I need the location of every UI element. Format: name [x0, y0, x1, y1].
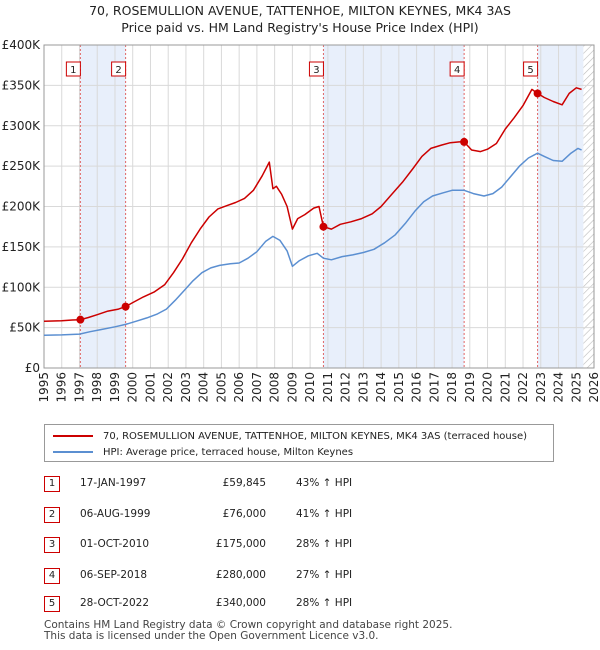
sale-number-box [65, 61, 81, 77]
x-tick-label: 1997 [72, 372, 86, 403]
title-line-1: 70, ROSEMULLION AVENUE, TATTENHOE, MILTO… [89, 3, 511, 18]
sale-number-box [308, 61, 324, 77]
series-line [43, 87, 582, 322]
x-tick-label: 2021 [498, 372, 512, 403]
y-tick-label: £0 [25, 361, 40, 375]
sale-row: 4 06-SEP-2018 £280,000 27% ↑ HPI [44, 568, 444, 586]
sale-number-badge: 4 [44, 568, 60, 584]
sale-number-label: 5 [527, 65, 533, 76]
y-tick-label: £200K [2, 200, 42, 214]
x-tick-label: 2019 [463, 372, 477, 403]
sale-hpi-change: 41% ↑ HPI [296, 508, 353, 520]
sale-price: £59,845 [222, 477, 266, 489]
legend-label-hpi: HPI: Average price, terraced house, Milt… [103, 446, 354, 458]
x-tick-label: 2022 [516, 372, 530, 403]
y-tick-label: £300K [2, 119, 42, 133]
sale-row: 2 06-AUG-1999 £76,000 41% ↑ HPI [44, 507, 444, 525]
x-tick-label: 1996 [55, 372, 69, 403]
y-tick-label: £250K [2, 159, 42, 173]
legend-swatch-property [53, 435, 93, 437]
sale-price: £175,000 [215, 538, 266, 550]
sale-number-badge: 5 [44, 596, 60, 612]
series-line [43, 147, 582, 337]
x-tick-label: 1995 [37, 372, 51, 403]
x-tick-label: 2026 [587, 372, 600, 403]
chart-legend: 70, ROSEMULLION AVENUE, TATTENHOE, MILTO… [44, 424, 554, 462]
sale-number-badge: 1 [44, 476, 60, 492]
x-tick-label: 1998 [90, 372, 104, 403]
x-tick-label: 2009 [285, 372, 299, 403]
sale-point [76, 315, 85, 324]
x-tick-label: 2000 [126, 372, 140, 403]
sale-number-label: 3 [313, 65, 319, 76]
x-tick-label: 2007 [250, 372, 264, 403]
sale-number-label: 1 [70, 65, 76, 76]
price-chart: £0 £50K £100K £150K £200K £250K £300K £350K £400… [2, 38, 600, 403]
x-tick-label: 2015 [392, 372, 406, 403]
x-tick-label: 2010 [303, 372, 317, 403]
title-line-2: Price paid vs. HM Land Registry's House … [121, 20, 479, 35]
chart-title: 70, ROSEMULLION AVENUE, TATTENHOE, MILTO… [0, 2, 600, 36]
sale-point [319, 222, 328, 231]
sale-number-box [111, 61, 127, 77]
sale-price: £340,000 [215, 597, 266, 609]
sale-row: 5 28-OCT-2022 £340,000 28% ↑ HPI [44, 596, 444, 614]
x-tick-label: 2004 [197, 372, 211, 403]
sale-date: 01-OCT-2010 [80, 538, 149, 550]
x-tick-label: 2024 [552, 372, 566, 403]
sale-number-badge: 3 [44, 537, 60, 553]
x-tick-label: 2025 [569, 372, 583, 403]
sale-row: 1 17-JAN-1997 £59,845 43% ↑ HPI [44, 476, 444, 494]
y-tick-label: £50K [9, 321, 41, 335]
sale-date: 17-JAN-1997 [80, 477, 147, 489]
sale-number-label: 2 [115, 65, 121, 76]
x-tick-label: 2016 [410, 372, 424, 403]
x-tick-label: 2002 [161, 372, 175, 403]
x-tick-label: 2012 [339, 372, 353, 403]
footer-attribution: Contains HM Land Registry data © Crown c… [44, 620, 452, 642]
sale-hpi-change: 43% ↑ HPI [296, 477, 353, 489]
x-tick-label: 2013 [356, 372, 370, 403]
x-tick-label: 2023 [534, 372, 548, 403]
x-tick-label: 2011 [321, 372, 335, 403]
legend-item-hpi: HPI: Average price, terraced house, Milt… [53, 445, 353, 459]
plot-frame [43, 44, 595, 369]
sale-number-label: 4 [454, 65, 460, 76]
sale-number-badge: 2 [44, 507, 60, 523]
sale-price: £76,000 [222, 508, 266, 520]
sale-date: 28-OCT-2022 [80, 597, 149, 609]
y-tick-label: £150K [2, 240, 42, 254]
legend-label-property: 70, ROSEMULLION AVENUE, TATTENHOE, MILTO… [103, 430, 528, 442]
sale-point [460, 137, 469, 146]
footer-line-2: This data is licensed under the Open Gov… [44, 630, 379, 642]
y-tick-label: £100K [2, 280, 42, 294]
x-tick-label: 2020 [481, 372, 495, 403]
footer-line-1: Contains HM Land Registry data © Crown c… [44, 619, 453, 631]
sale-row: 3 01-OCT-2010 £175,000 28% ↑ HPI [44, 537, 444, 555]
x-tick-label: 2008 [268, 372, 282, 403]
y-tick-label: £400K [2, 38, 42, 52]
sale-date: 06-SEP-2018 [80, 569, 148, 581]
sale-price: £280,000 [215, 569, 266, 581]
x-tick-label: 2017 [427, 372, 441, 403]
sale-point [121, 302, 130, 311]
x-tick-label: 2006 [232, 372, 246, 403]
x-tick-label: 2003 [179, 372, 193, 403]
sale-point [533, 89, 542, 98]
sale-hpi-change: 28% ↑ HPI [296, 597, 353, 609]
sale-date: 06-AUG-1999 [80, 508, 151, 520]
x-tick-label: 2018 [445, 372, 459, 403]
x-tick-label: 2005 [214, 372, 228, 403]
sale-hpi-change: 27% ↑ HPI [296, 569, 353, 581]
sale-number-box [449, 61, 465, 77]
sale-number-box [523, 61, 539, 77]
sale-hpi-change: 28% ↑ HPI [296, 538, 353, 550]
x-tick-label: 1999 [108, 372, 122, 403]
y-tick-label: £350K [2, 78, 42, 92]
x-tick-label: 2014 [374, 372, 388, 403]
legend-item-property: 70, ROSEMULLION AVENUE, TATTENHOE, MILTO… [53, 429, 527, 443]
legend-swatch-hpi [53, 451, 93, 453]
x-tick-label: 2001 [143, 372, 157, 403]
